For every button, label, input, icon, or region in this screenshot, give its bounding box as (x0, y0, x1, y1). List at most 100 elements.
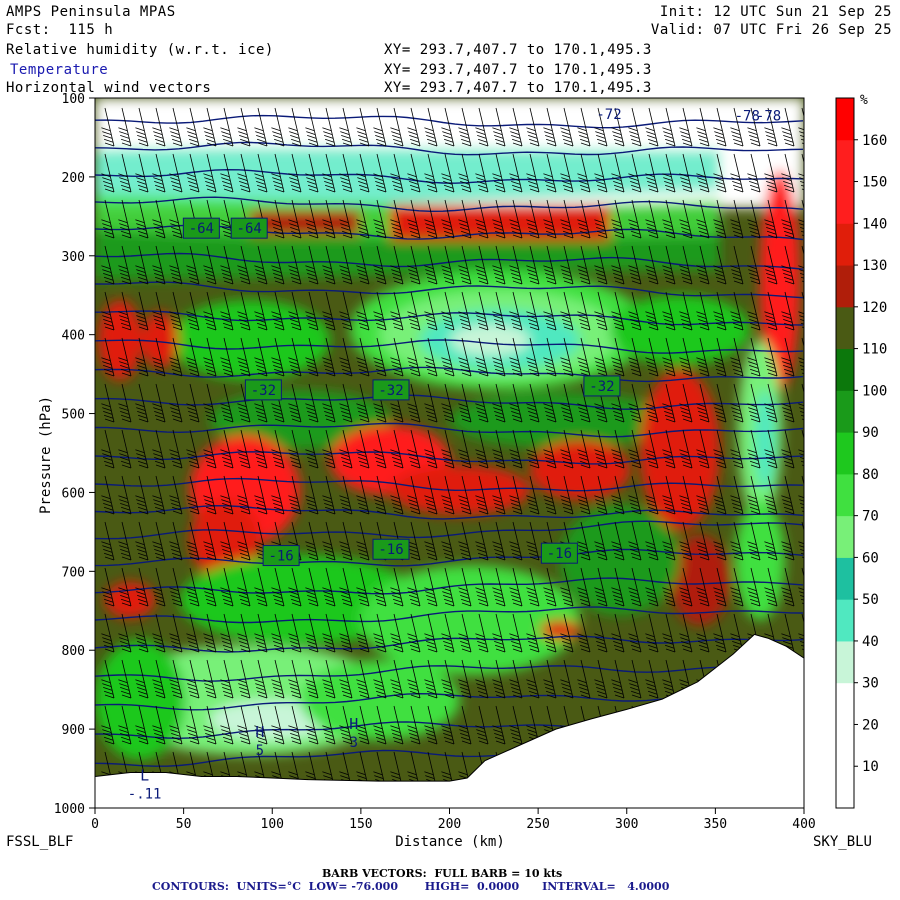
contour-label: -16 (378, 542, 403, 558)
wind-barb (594, 521, 608, 561)
wind-barb (254, 705, 268, 745)
wind-barb (696, 429, 710, 469)
wind-barb (339, 245, 353, 285)
wind-barb (458, 291, 472, 331)
isotherm-line (95, 577, 804, 595)
wind-barb (645, 429, 659, 469)
wind-barb (696, 475, 710, 515)
wind-barb (288, 429, 302, 469)
wind-barb (509, 567, 523, 607)
wind-barb (152, 705, 166, 745)
wind-barb (475, 153, 489, 193)
wind-barb (254, 659, 268, 699)
wind-barb (356, 245, 370, 285)
wind-barb (356, 153, 370, 193)
wind-barb (339, 383, 353, 423)
wind-barb (492, 705, 506, 745)
wind-barb (424, 659, 438, 699)
wind-barb (662, 153, 676, 193)
wind-barb (509, 199, 523, 239)
wind-barb (390, 245, 404, 285)
y-axis: 100 200 300 400 500 600 700 800 900 1000 (54, 92, 95, 817)
wind-barb (764, 199, 778, 239)
top-contour-label: -78 (735, 108, 760, 124)
field-1-name: Relative humidity (w.r.t. ice) (6, 42, 274, 58)
wind-barb (747, 245, 761, 285)
wind-barb (526, 521, 540, 561)
wind-barb (475, 199, 489, 239)
wind-barb (203, 291, 217, 331)
wind-barb (594, 107, 608, 147)
contour-label-box (182, 217, 220, 239)
wind-barb (458, 337, 472, 377)
wind-barb (458, 245, 472, 285)
wind-barb (339, 521, 353, 561)
colorbar-label: 100 (862, 383, 887, 399)
colorbar-cell (836, 98, 854, 141)
wind-barb (288, 567, 302, 607)
wind-barb (356, 475, 370, 515)
wind-barb (288, 383, 302, 423)
terrain-surface (95, 633, 804, 808)
wind-barb (237, 153, 251, 193)
y-tick-label: 400 (62, 329, 85, 344)
wind-barb (764, 245, 778, 285)
wind-barb (186, 613, 200, 653)
wind-barb (781, 475, 795, 515)
wind-barb (118, 567, 132, 607)
wind-barb (203, 383, 217, 423)
wind-barb (203, 107, 217, 147)
wind-barb (254, 107, 268, 147)
wind-barb (679, 521, 693, 561)
wind-barb (339, 567, 353, 607)
colorbar-cell (836, 265, 854, 308)
wind-barb (305, 107, 319, 147)
y-tick-label: 500 (62, 408, 85, 423)
wind-barb (101, 383, 115, 423)
wind-barb (713, 107, 727, 147)
wind-barb (628, 153, 642, 193)
wind-barb (305, 613, 319, 653)
wind-barb (135, 567, 149, 607)
wind-barb (169, 245, 183, 285)
x-tick-label: 300 (615, 817, 638, 832)
wind-barb (475, 429, 489, 469)
wind-barb (662, 613, 676, 653)
wind-barb (169, 567, 183, 607)
wind-barb (135, 199, 149, 239)
wind-barb (645, 521, 659, 561)
wind-barb (220, 521, 234, 561)
wind-barb (730, 429, 744, 469)
wind-barb (424, 337, 438, 377)
wind-barb (713, 153, 727, 193)
wind-barb (713, 199, 727, 239)
wind-barb (424, 383, 438, 423)
wind-barb (135, 107, 149, 147)
wind-barb (203, 613, 217, 653)
wind-barb (526, 475, 540, 515)
wind-barb (186, 521, 200, 561)
contour-label-box (244, 379, 282, 401)
wind-barb (424, 199, 438, 239)
wind-barb (594, 475, 608, 515)
wind-barb (628, 613, 642, 653)
wind-barb (169, 613, 183, 653)
wind-barb (492, 659, 506, 699)
extremum-marker: L (140, 766, 149, 784)
wind-barb (645, 475, 659, 515)
wind-barb (492, 521, 506, 561)
wind-barb (118, 521, 132, 561)
wind-barb (475, 567, 489, 607)
wind-barb (305, 245, 319, 285)
wind-barb (407, 107, 421, 147)
wind-barb (696, 153, 710, 193)
wind-barb (339, 429, 353, 469)
wind-barb (407, 199, 421, 239)
wind-barb (747, 383, 761, 423)
wind-barb (560, 199, 574, 239)
wind-barb (135, 613, 149, 653)
wind-barb (628, 659, 642, 699)
field-3-name: Horizontal wind vectors (6, 80, 212, 96)
wind-barb (305, 337, 319, 377)
wind-barb (271, 705, 285, 745)
